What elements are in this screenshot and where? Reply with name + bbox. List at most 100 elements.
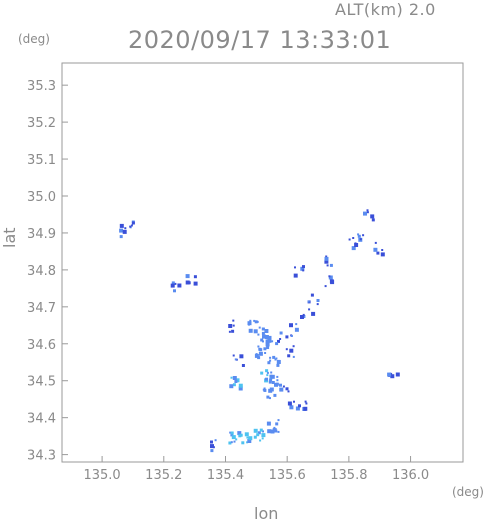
echo-cell [253,329,258,334]
echo-cell [326,264,329,267]
x-tick-label: 135.2 [145,468,182,483]
echo-cell [376,251,380,255]
echo-cell [259,439,262,442]
echo-cell [130,224,133,227]
x-axis-label: lon [254,504,279,523]
echo-cell [366,211,369,214]
echo-cell [174,282,177,285]
y-tick-label: 34.4 [27,412,56,427]
echo-cell [265,369,269,373]
echo-cell [124,227,127,230]
echo-cell [214,439,217,442]
echo-cell [373,247,378,252]
y-tick-label: 35.2 [27,116,56,131]
echo-cell [310,293,314,297]
echo-cell [230,433,234,437]
echo-cells [119,209,400,453]
echo-cell [235,378,240,383]
echo-cell [265,342,270,347]
echo-cell [267,361,271,365]
echo-cell [289,405,294,410]
echo-cell [210,449,214,453]
echo-cell [330,280,335,285]
echo-cell [260,338,264,342]
echo-cell [171,281,175,285]
echo-cell [371,218,375,222]
echo-cell [253,428,258,433]
echo-cell [287,401,292,406]
echo-cell [119,223,124,228]
echo-cell [277,419,280,422]
y-tick-label: 34.8 [27,264,56,279]
echo-cell [185,274,190,279]
echo-cell [212,446,215,449]
echo-cell [277,359,281,363]
echo-cell [119,228,124,233]
echo-cell [269,397,271,400]
y-tick-label: 34.6 [27,338,56,353]
x-tick-label: 135.4 [207,468,244,483]
echo-cell [303,406,308,411]
timestamp-title: 2020/09/17 13:33:01 [128,26,392,54]
echo-cell [263,347,267,351]
echo-cell [230,441,233,444]
echo-cell [328,275,331,278]
echo-cell [262,340,264,343]
echo-cell [271,381,275,384]
echo-cell [270,429,275,434]
echo-cell [276,363,280,367]
echo-cell [363,211,367,216]
echo-cell [119,235,123,239]
echo-cell [177,283,182,288]
echo-cell [264,352,267,354]
echo-cell [390,374,395,379]
echo-cell [359,238,362,241]
echo-cell [232,354,235,357]
echo-cell [259,428,263,432]
echo-cell [232,376,237,380]
echo-cell [292,355,295,358]
echo-cell [237,431,242,436]
echo-cell [282,385,285,388]
echo-cell [249,319,252,322]
echo-cell [362,234,365,237]
echo-cell [279,331,283,335]
echo-cell [294,327,299,332]
echo-cell [289,348,294,353]
y-tick-label: 34.3 [27,449,56,464]
echo-cell [275,422,279,426]
echo-cell [295,323,298,326]
echo-cell [298,404,301,408]
echo-cell [302,313,305,316]
echo-cell [265,377,268,381]
echo-cell [193,281,198,286]
echo-cell [257,345,260,348]
echo-cell [254,320,258,324]
y-tick-label: 35.3 [27,79,56,94]
echo-cell [308,308,311,311]
echo-cell [232,383,236,387]
echo-cell [229,431,232,434]
echo-cell [300,315,304,319]
echo-cell [244,432,249,437]
echo-cell [272,428,277,433]
echo-cell [370,214,375,219]
x-axis-ticks: 135.0 135.2 135.4 135.6 135.8 136.0 [83,456,429,483]
echo-cell [351,246,356,251]
echo-cell [269,378,273,382]
echo-cell [260,371,264,375]
echo-cell [374,241,377,244]
echo-cell [292,345,295,348]
echo-cell [246,441,249,444]
x-tick-label: 135.8 [330,468,367,483]
echo-cell [325,255,328,258]
echo-cell [193,275,197,279]
echo-cell [266,374,269,377]
echo-cell [122,229,127,234]
echo-cell [230,376,233,379]
echo-cell [311,311,316,316]
echo-cell [257,431,261,435]
echo-cell [324,285,327,288]
echo-cell [290,335,293,337]
echo-cell [232,324,235,327]
